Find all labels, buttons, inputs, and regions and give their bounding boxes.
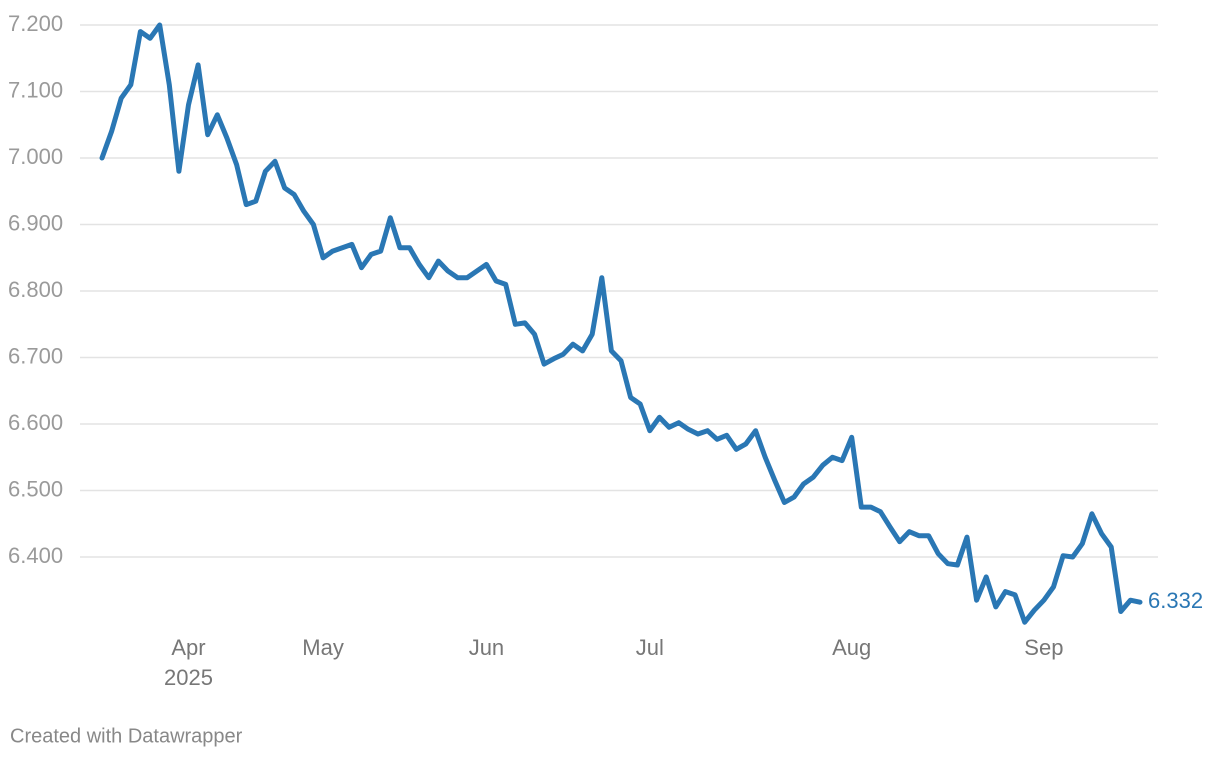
y-tick-label: 7.000: [8, 144, 63, 169]
x-tick-label: Apr: [171, 635, 205, 660]
x-tick-label: Sep: [1024, 635, 1063, 660]
line: [99, 22, 1143, 625]
x-tick-label: May: [302, 635, 344, 660]
y-tick-label: 7.100: [8, 77, 63, 102]
y-tick-label: 6.700: [8, 343, 63, 368]
y-tick-label: 6.900: [8, 210, 63, 235]
credit: Created with Datawrapper: [10, 725, 243, 747]
x-year-label: 2025: [164, 665, 213, 690]
end-label: 6.332: [1148, 588, 1203, 613]
y-tick-label: 6.600: [8, 410, 63, 435]
x-tick-label: Aug: [832, 635, 871, 660]
x-tick-label: Jun: [469, 635, 504, 660]
y-tick-label: 7.200: [8, 11, 63, 36]
x-tick-label: Jul: [636, 635, 664, 660]
y-tick-label: 6.500: [8, 476, 63, 501]
y-tick-label: 6.800: [8, 277, 63, 302]
y-tick-label: 6.400: [8, 543, 63, 568]
